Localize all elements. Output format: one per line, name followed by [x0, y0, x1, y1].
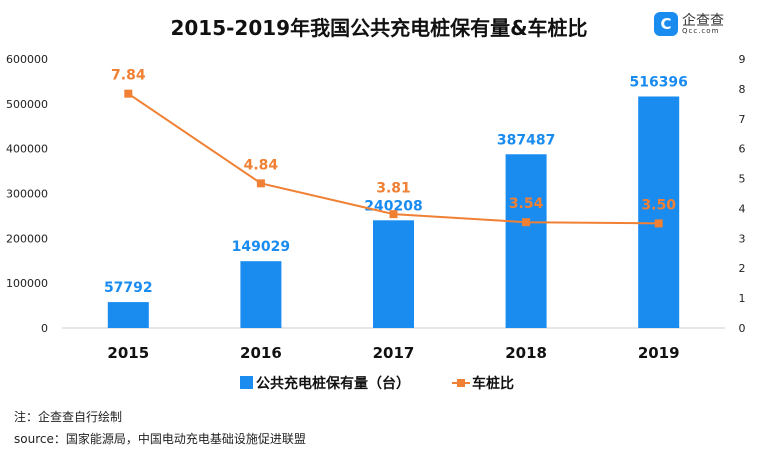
y-left-tick-label: 400000	[6, 143, 48, 156]
x-tick-label: 2018	[505, 344, 547, 362]
line-data-label: 3.81	[376, 180, 411, 196]
line-point	[389, 210, 398, 219]
line-point	[654, 219, 663, 228]
y-right-tick-label: 7	[739, 113, 746, 126]
x-tick-label: 2019	[638, 344, 680, 362]
logo-domain: Qcc.com	[682, 26, 720, 35]
line-point	[522, 218, 531, 227]
y-right-tick-label: 4	[739, 202, 746, 215]
y-left-tick-label: 0	[41, 322, 48, 335]
chart-note: 注：企查查自行绘制	[14, 410, 123, 424]
y-right-tick-label: 6	[739, 143, 746, 156]
bar	[240, 261, 282, 328]
y-right-tick-label: 5	[739, 173, 746, 186]
y-right-tick-label: 3	[739, 232, 746, 245]
y-left-tick-label: 200000	[6, 232, 48, 245]
bar-data-label: 149029	[232, 239, 290, 255]
logo-name: 企查查	[682, 12, 724, 29]
bar-data-label: 516396	[629, 74, 687, 90]
chart-source: source：国家能源局，中国电动充电基础设施促进联盟	[14, 432, 306, 446]
bar	[373, 220, 414, 328]
line-data-label: 3.54	[509, 196, 544, 212]
x-tick-label: 2015	[107, 344, 149, 362]
line-point	[124, 89, 133, 98]
y-right-tick-label: 9	[739, 53, 746, 66]
legend-line-label: 车桩比	[472, 375, 514, 392]
qcc-logo: C 企查查 Qcc.com	[654, 12, 724, 36]
line-data-label: 4.84	[244, 157, 279, 173]
bar	[107, 302, 149, 328]
line-point	[256, 179, 265, 188]
y-left-tick-label: 300000	[6, 188, 48, 201]
bar-data-label: 387487	[497, 132, 555, 148]
qcc-logo-icon: C	[654, 12, 678, 36]
bar	[505, 154, 547, 328]
y-right-tick-label: 8	[739, 83, 746, 96]
line-data-label: 7.84	[111, 68, 146, 84]
x-tick-label: 2017	[373, 344, 415, 362]
y-left-tick-label: 100000	[6, 277, 48, 290]
legend-bar-swatch	[240, 376, 253, 389]
y-right-tick-label: 1	[739, 292, 746, 305]
chart-svg: 0 100000 200000 300000 400000 500000 600000 0 1 2…	[6, 53, 746, 392]
y-right-tick-label: 0	[739, 322, 746, 335]
x-tick-label: 2016	[240, 344, 282, 362]
bar	[638, 96, 680, 329]
y-left-tick-label: 600000	[6, 53, 48, 66]
y-left-tick-label: 500000	[6, 98, 48, 111]
bar-data-label: 57792	[104, 280, 153, 296]
y-right-tick-label: 2	[739, 262, 746, 275]
legend-bar-label: 公共充电桩保有量（台）	[256, 375, 410, 392]
line-data-label: 3.50	[641, 197, 676, 213]
legend-line-marker	[457, 379, 465, 387]
chart-title: 2015-2019年我国公共充电桩保有量&车桩比	[170, 16, 588, 40]
